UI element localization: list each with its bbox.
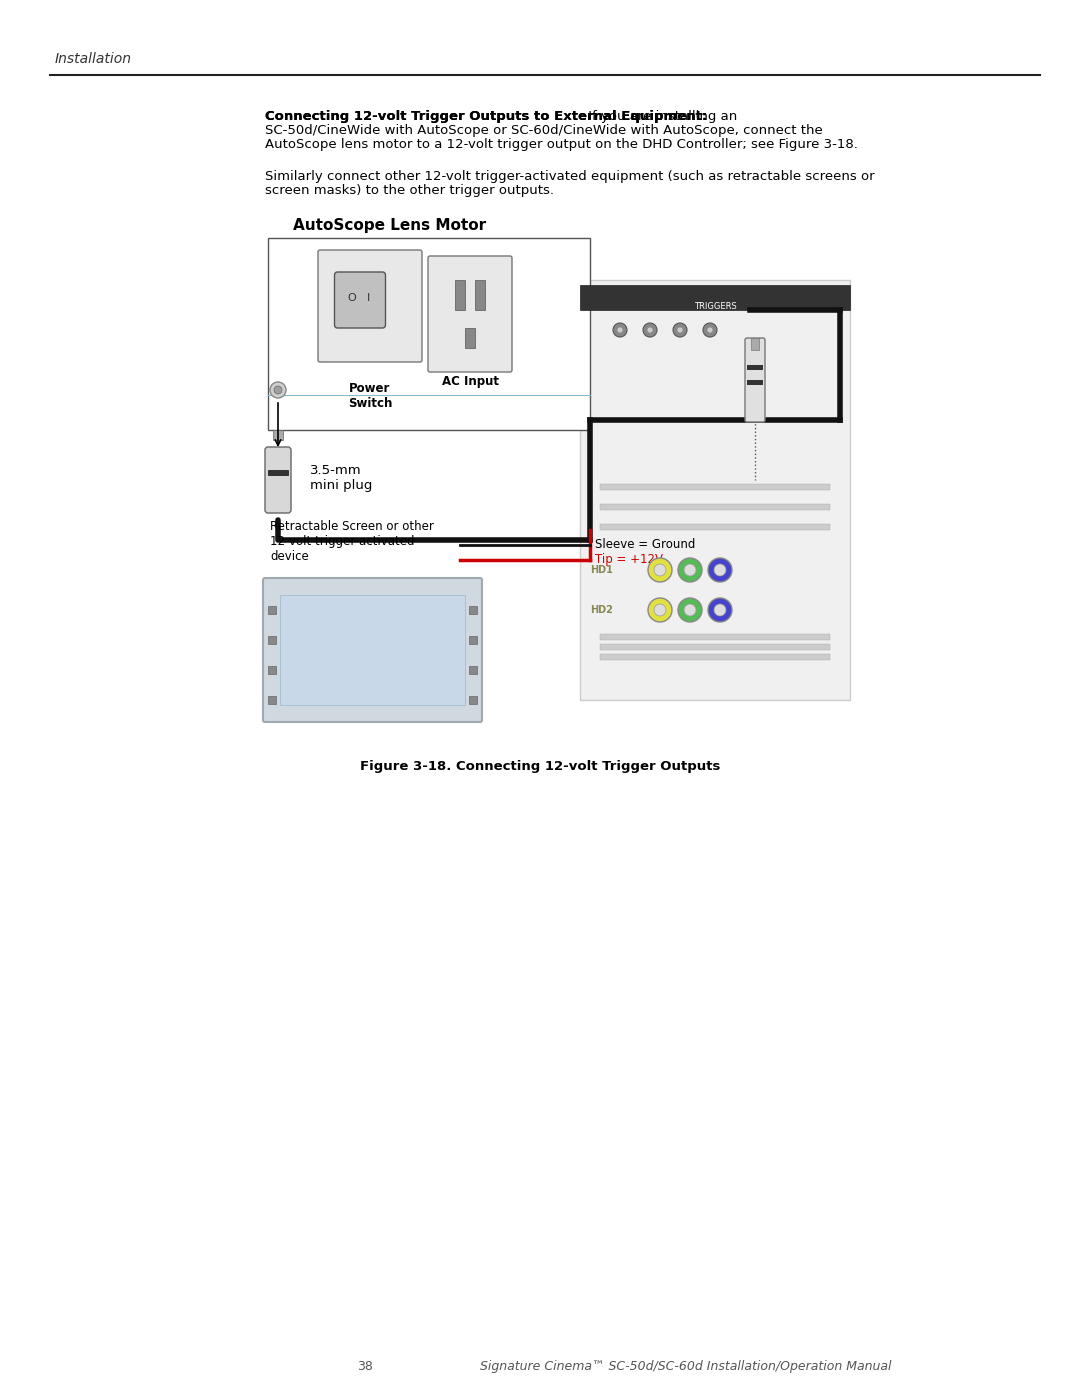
Text: Retractable Screen or other
12-volt trigger-activated
device: Retractable Screen or other 12-volt trig… (270, 520, 434, 563)
Bar (600, 504, 831, 510)
Bar (469, 696, 477, 704)
Bar (600, 634, 831, 640)
Bar (268, 696, 276, 704)
Circle shape (708, 598, 732, 622)
Bar (268, 636, 276, 644)
Circle shape (648, 598, 672, 622)
Circle shape (707, 327, 713, 332)
Text: HD1: HD1 (590, 564, 612, 576)
Text: Installation: Installation (55, 52, 132, 66)
Circle shape (613, 323, 627, 337)
Text: AutoScope Lens Motor: AutoScope Lens Motor (294, 218, 487, 233)
Text: 3.5-mm
mini plug: 3.5-mm mini plug (310, 464, 373, 492)
Circle shape (648, 557, 672, 583)
Text: SC-50d/CineWide with AutoScope or SC-60d/CineWide with AutoScope, connect the: SC-50d/CineWide with AutoScope or SC-60d… (265, 124, 823, 137)
Bar (600, 524, 831, 529)
Text: Sleeve = Ground: Sleeve = Ground (595, 538, 696, 550)
Circle shape (654, 604, 666, 616)
Circle shape (654, 564, 666, 576)
Bar (268, 666, 276, 673)
Bar (273, 430, 283, 440)
FancyBboxPatch shape (428, 256, 512, 372)
Circle shape (684, 564, 696, 576)
Circle shape (647, 327, 653, 332)
Text: AC Input: AC Input (442, 374, 499, 388)
Bar (751, 338, 759, 351)
Bar (469, 666, 477, 673)
Text: Connecting 12-volt Trigger Outputs to External Equipment:: Connecting 12-volt Trigger Outputs to Ex… (265, 110, 707, 123)
Circle shape (703, 323, 717, 337)
Bar (280, 595, 465, 705)
FancyBboxPatch shape (264, 578, 482, 722)
Circle shape (274, 386, 282, 394)
Circle shape (678, 557, 702, 583)
Text: TRIGGERS: TRIGGERS (693, 302, 737, 312)
Circle shape (678, 598, 702, 622)
Bar (455, 279, 465, 310)
Bar (475, 279, 485, 310)
Text: Power
Switch: Power Switch (348, 381, 392, 409)
Bar (580, 285, 850, 310)
Text: AutoScope lens motor to a 12-volt trigger output on the DHD Controller; see Figu: AutoScope lens motor to a 12-volt trigge… (265, 138, 858, 151)
Text: O: O (348, 293, 356, 303)
Bar (268, 237, 590, 430)
Text: HD2: HD2 (590, 605, 612, 615)
Text: screen masks) to the other trigger outputs.: screen masks) to the other trigger outpu… (265, 184, 554, 197)
Circle shape (708, 557, 732, 583)
Bar (600, 483, 831, 490)
Text: If you are installing an: If you are installing an (584, 110, 738, 123)
Text: Similarly connect other 12-volt trigger-activated equipment (such as retractable: Similarly connect other 12-volt trigger-… (265, 170, 875, 183)
Bar (268, 606, 276, 615)
Circle shape (714, 604, 726, 616)
Circle shape (270, 381, 286, 398)
Bar (747, 380, 762, 386)
Circle shape (684, 604, 696, 616)
Text: Signature Cinema™ SC-50d/SC-60d Installation/Operation Manual: Signature Cinema™ SC-50d/SC-60d Installa… (480, 1361, 891, 1373)
Bar (747, 365, 762, 370)
FancyBboxPatch shape (745, 338, 765, 422)
Bar (580, 279, 850, 700)
Bar (469, 606, 477, 615)
Circle shape (617, 327, 623, 332)
Text: Figure 3-18. Connecting 12-volt Trigger Outputs: Figure 3-18. Connecting 12-volt Trigger … (360, 760, 720, 773)
FancyBboxPatch shape (318, 250, 422, 362)
Bar (469, 636, 477, 644)
Bar (465, 328, 475, 348)
Bar (268, 469, 288, 475)
Circle shape (643, 323, 657, 337)
Text: I: I (366, 293, 369, 303)
FancyBboxPatch shape (265, 447, 291, 513)
Bar (600, 644, 831, 650)
FancyBboxPatch shape (335, 272, 386, 328)
Circle shape (714, 564, 726, 576)
Text: Connecting 12-volt Trigger Outputs to External Equipment:: Connecting 12-volt Trigger Outputs to Ex… (265, 110, 707, 123)
Circle shape (677, 327, 683, 332)
Circle shape (673, 323, 687, 337)
Bar (600, 654, 831, 659)
Text: Tip = +12V: Tip = +12V (595, 553, 663, 567)
Text: 38: 38 (357, 1361, 373, 1373)
